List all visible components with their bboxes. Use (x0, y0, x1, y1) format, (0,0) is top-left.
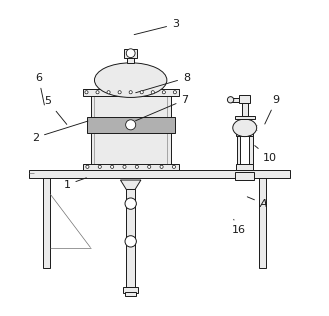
Text: 16: 16 (231, 219, 245, 235)
Text: 10: 10 (255, 146, 277, 163)
Text: A: A (247, 197, 267, 209)
Text: 6: 6 (35, 73, 44, 105)
Bar (236, 132, 253, 136)
Bar (29, 170, 291, 179)
Bar (87, 117, 175, 133)
Bar (83, 89, 179, 96)
Circle shape (148, 165, 151, 168)
Bar (90, 96, 171, 170)
Text: 8: 8 (136, 73, 190, 93)
Text: 9: 9 (265, 95, 280, 124)
Circle shape (107, 91, 110, 94)
Circle shape (126, 49, 135, 58)
Circle shape (151, 91, 154, 94)
Circle shape (172, 165, 175, 168)
Circle shape (227, 97, 234, 103)
Text: 1: 1 (63, 178, 87, 190)
Bar (43, 179, 50, 268)
Circle shape (173, 91, 176, 94)
Circle shape (125, 236, 136, 247)
Bar (126, 190, 136, 287)
Bar (235, 173, 254, 180)
Ellipse shape (94, 63, 167, 97)
Circle shape (123, 165, 126, 168)
Text: 7: 7 (136, 95, 189, 121)
Circle shape (135, 165, 139, 168)
Circle shape (86, 165, 89, 168)
Bar (123, 287, 138, 293)
Circle shape (160, 165, 163, 168)
Circle shape (162, 91, 165, 94)
Circle shape (126, 120, 136, 130)
Circle shape (111, 165, 114, 168)
Circle shape (140, 91, 143, 94)
Bar (236, 164, 253, 170)
Text: 3: 3 (134, 19, 179, 35)
Circle shape (129, 91, 132, 94)
Bar (239, 95, 250, 103)
Text: 2: 2 (32, 121, 88, 143)
Bar (237, 136, 240, 164)
Text: 5: 5 (45, 96, 67, 125)
Bar (242, 103, 247, 116)
Circle shape (96, 91, 99, 94)
Bar (231, 98, 239, 102)
Bar (235, 116, 255, 119)
Circle shape (85, 91, 88, 94)
Ellipse shape (233, 119, 257, 137)
Bar (127, 50, 134, 63)
Circle shape (125, 198, 136, 209)
Bar (83, 164, 179, 170)
Bar (124, 49, 137, 58)
Bar (125, 292, 136, 296)
Circle shape (118, 91, 121, 94)
Bar (249, 136, 253, 164)
Circle shape (98, 165, 101, 168)
Bar (259, 179, 266, 268)
Polygon shape (120, 180, 141, 190)
